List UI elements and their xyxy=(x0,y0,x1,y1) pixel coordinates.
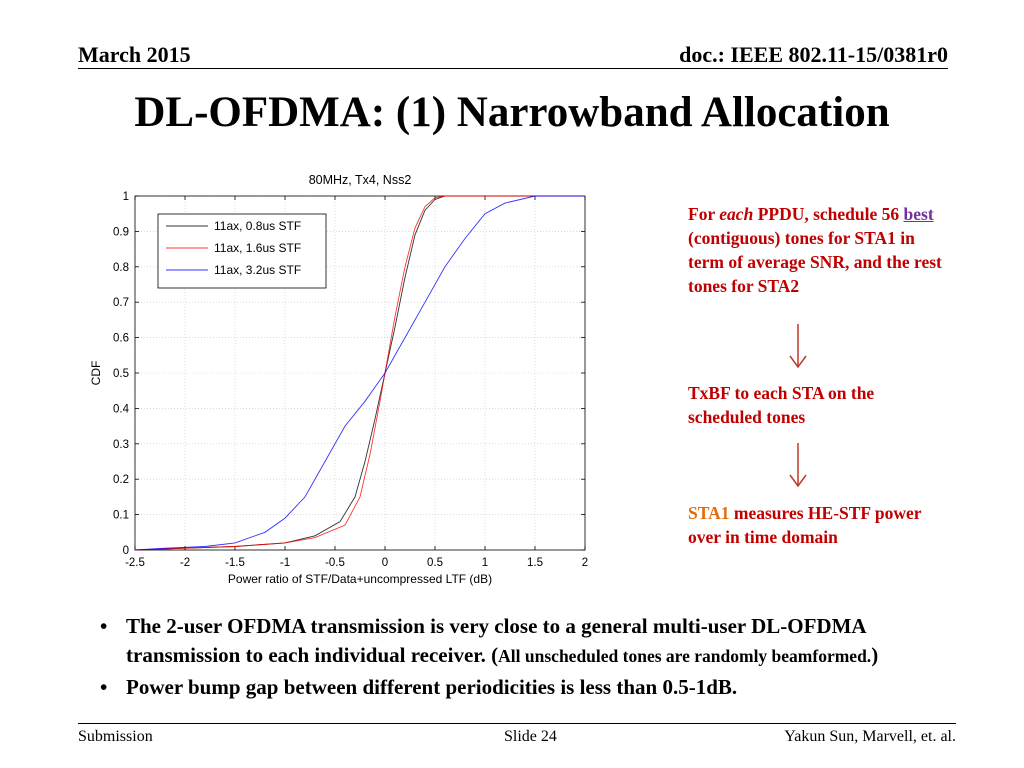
down-arrow-icon xyxy=(789,443,807,488)
y-tick-label: 0.1 xyxy=(113,510,129,522)
x-tick-label: 0 xyxy=(382,557,388,569)
x-tick-label: 2 xyxy=(582,557,588,569)
note-schedule-emphasis: each xyxy=(719,204,754,224)
bullet-2-text: Power bump gap between different periodi… xyxy=(126,675,738,699)
y-tick-label: 0.8 xyxy=(113,262,129,274)
footer-authors: Yakun Sun, Marvell, et. al. xyxy=(784,728,956,745)
series-line-2 xyxy=(134,195,585,551)
footer-rule xyxy=(78,723,956,724)
cdf-chart: -2.5 -2 -1.5 -1 -0.5 0 0.5 1 1.5 2 0 0.1 0.2 0.3 0.4 0.… xyxy=(89,173,588,586)
legend-label: 11ax, 3.2us STF xyxy=(214,263,301,277)
bullet-dot-icon: • xyxy=(100,675,108,699)
x-tick-label: 1 xyxy=(482,557,488,569)
bullet-1-end: ) xyxy=(871,643,879,667)
legend-label: 11ax, 0.8us STF xyxy=(214,219,301,233)
note-schedule-text-1: For xyxy=(688,204,720,224)
bullet-1-note: All unscheduled tones are randomly beamf… xyxy=(498,646,872,666)
x-tick-label: -2 xyxy=(180,557,190,569)
note-measure-sta1: STA1 xyxy=(688,503,730,523)
y-tick-label: 0.2 xyxy=(113,474,129,486)
header-doc-id: doc.: IEEE 802.11-15/0381r0 xyxy=(679,42,948,67)
note-measure-text: measures HE-STF power over in time domai… xyxy=(688,503,922,547)
y-tick-label: 0 xyxy=(123,545,129,557)
x-tick-label: 0.5 xyxy=(427,557,443,569)
bullet-item: • Power bump gap between different period… xyxy=(100,673,980,702)
note-schedule-text-3: (contiguous) tones for STA1 in term of a… xyxy=(688,228,942,296)
y-tick-label: 1 xyxy=(123,191,129,203)
y-tick-label: 0.3 xyxy=(113,439,129,451)
bullet-1-text: The 2-user OFDMA transmission is very cl… xyxy=(126,614,866,667)
header-date: March 2015 xyxy=(78,42,191,67)
slide-title: DL-OFDMA: (1) Narrowband Allocation xyxy=(134,89,890,136)
note-schedule: For each PPDU, schedule 56 best (contigu… xyxy=(688,202,948,298)
x-tick-label: -1 xyxy=(280,557,290,569)
x-axis-label: Power ratio of STF/Data+uncompressed LTF… xyxy=(228,572,492,586)
header-rule xyxy=(78,68,948,69)
y-tick-label: 0.4 xyxy=(113,403,130,415)
x-tick-label: -0.5 xyxy=(325,557,345,569)
note-txbf: TxBF to each STA on the scheduled tones xyxy=(688,383,875,427)
best-link[interactable]: best xyxy=(903,204,934,224)
bullet-list: • The 2-user OFDMA transmission is very c… xyxy=(100,612,980,704)
note-measure: STA1 measures HE-STF power over in time … xyxy=(688,501,948,549)
x-tick-label: 1.5 xyxy=(527,557,543,569)
x-tick-label: -1.5 xyxy=(225,557,245,569)
y-tick-label: 0.5 xyxy=(113,368,129,380)
series-line-1 xyxy=(134,195,585,551)
y-axis-label: CDF xyxy=(89,361,103,386)
down-arrow-icon xyxy=(789,324,807,369)
chart-title: 80MHz, Tx4, Nss2 xyxy=(309,173,412,187)
footer-submission: Submission xyxy=(78,728,153,745)
x-tick-label: -2.5 xyxy=(125,557,145,569)
bullet-dot-icon: • xyxy=(100,614,108,638)
y-tick-label: 0.7 xyxy=(113,297,129,309)
bullet-item: • The 2-user OFDMA transmission is very c… xyxy=(100,612,980,671)
footer-slide-number: Slide 24 xyxy=(504,728,557,745)
note-schedule-text-2: PPDU, schedule 56 xyxy=(753,204,904,224)
y-tick-label: 0.9 xyxy=(113,226,129,238)
legend-label: 11ax, 1.6us STF xyxy=(214,241,301,255)
y-tick-label: 0.6 xyxy=(113,333,129,345)
plot-frame xyxy=(134,195,586,551)
